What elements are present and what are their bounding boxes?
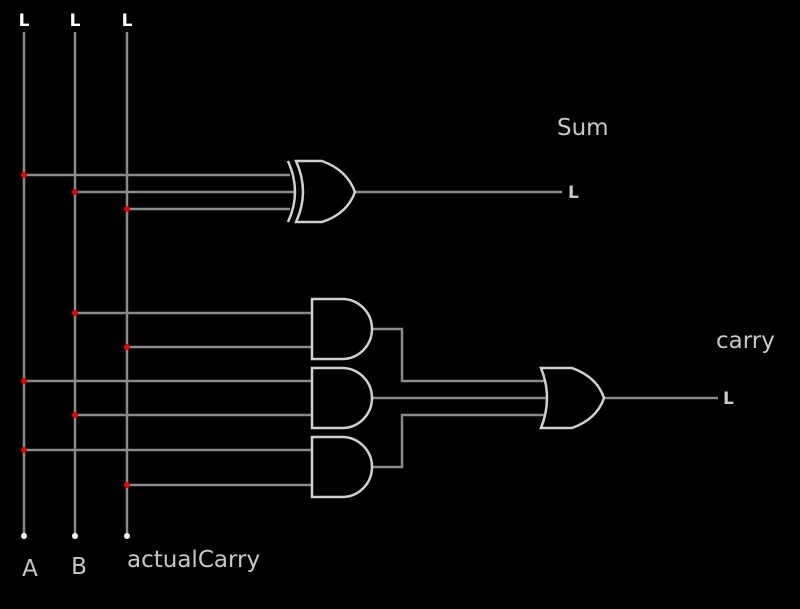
junction-dot (72, 412, 78, 418)
junctions (21, 172, 130, 488)
junction-dot (72, 189, 78, 195)
sum-state: L (568, 183, 579, 203)
carry-state: L (723, 389, 734, 409)
junction-dot (21, 447, 27, 453)
or-gate (539, 366, 606, 430)
junction-dot (124, 344, 130, 350)
input-a-state[interactable]: L (19, 11, 30, 31)
junction-dot (124, 482, 130, 488)
input-a-label: A (22, 556, 38, 582)
xor-gate (286, 159, 357, 224)
sum-label: Sum (557, 115, 609, 141)
junction-dot (21, 172, 27, 178)
input-b-state[interactable]: L (70, 11, 81, 31)
input-b-endpoint[interactable] (72, 533, 78, 539)
input-carry-endpoint[interactable] (124, 533, 130, 539)
junction-dot (124, 206, 130, 212)
junction-dot (72, 310, 78, 316)
input-carry-label: actualCarry (127, 547, 260, 573)
wire-and1-or (372, 327, 545, 383)
carry-label: carry (716, 328, 775, 354)
junction-dot (21, 378, 27, 384)
and-gate-3 (310, 435, 374, 499)
wire-and3-or (372, 413, 545, 469)
and-gate-1 (310, 297, 374, 361)
input-b-label: B (71, 554, 87, 580)
input-carry-state[interactable]: L (122, 11, 133, 31)
input-a-endpoint[interactable] (21, 533, 27, 539)
and-gate-2 (310, 366, 374, 430)
